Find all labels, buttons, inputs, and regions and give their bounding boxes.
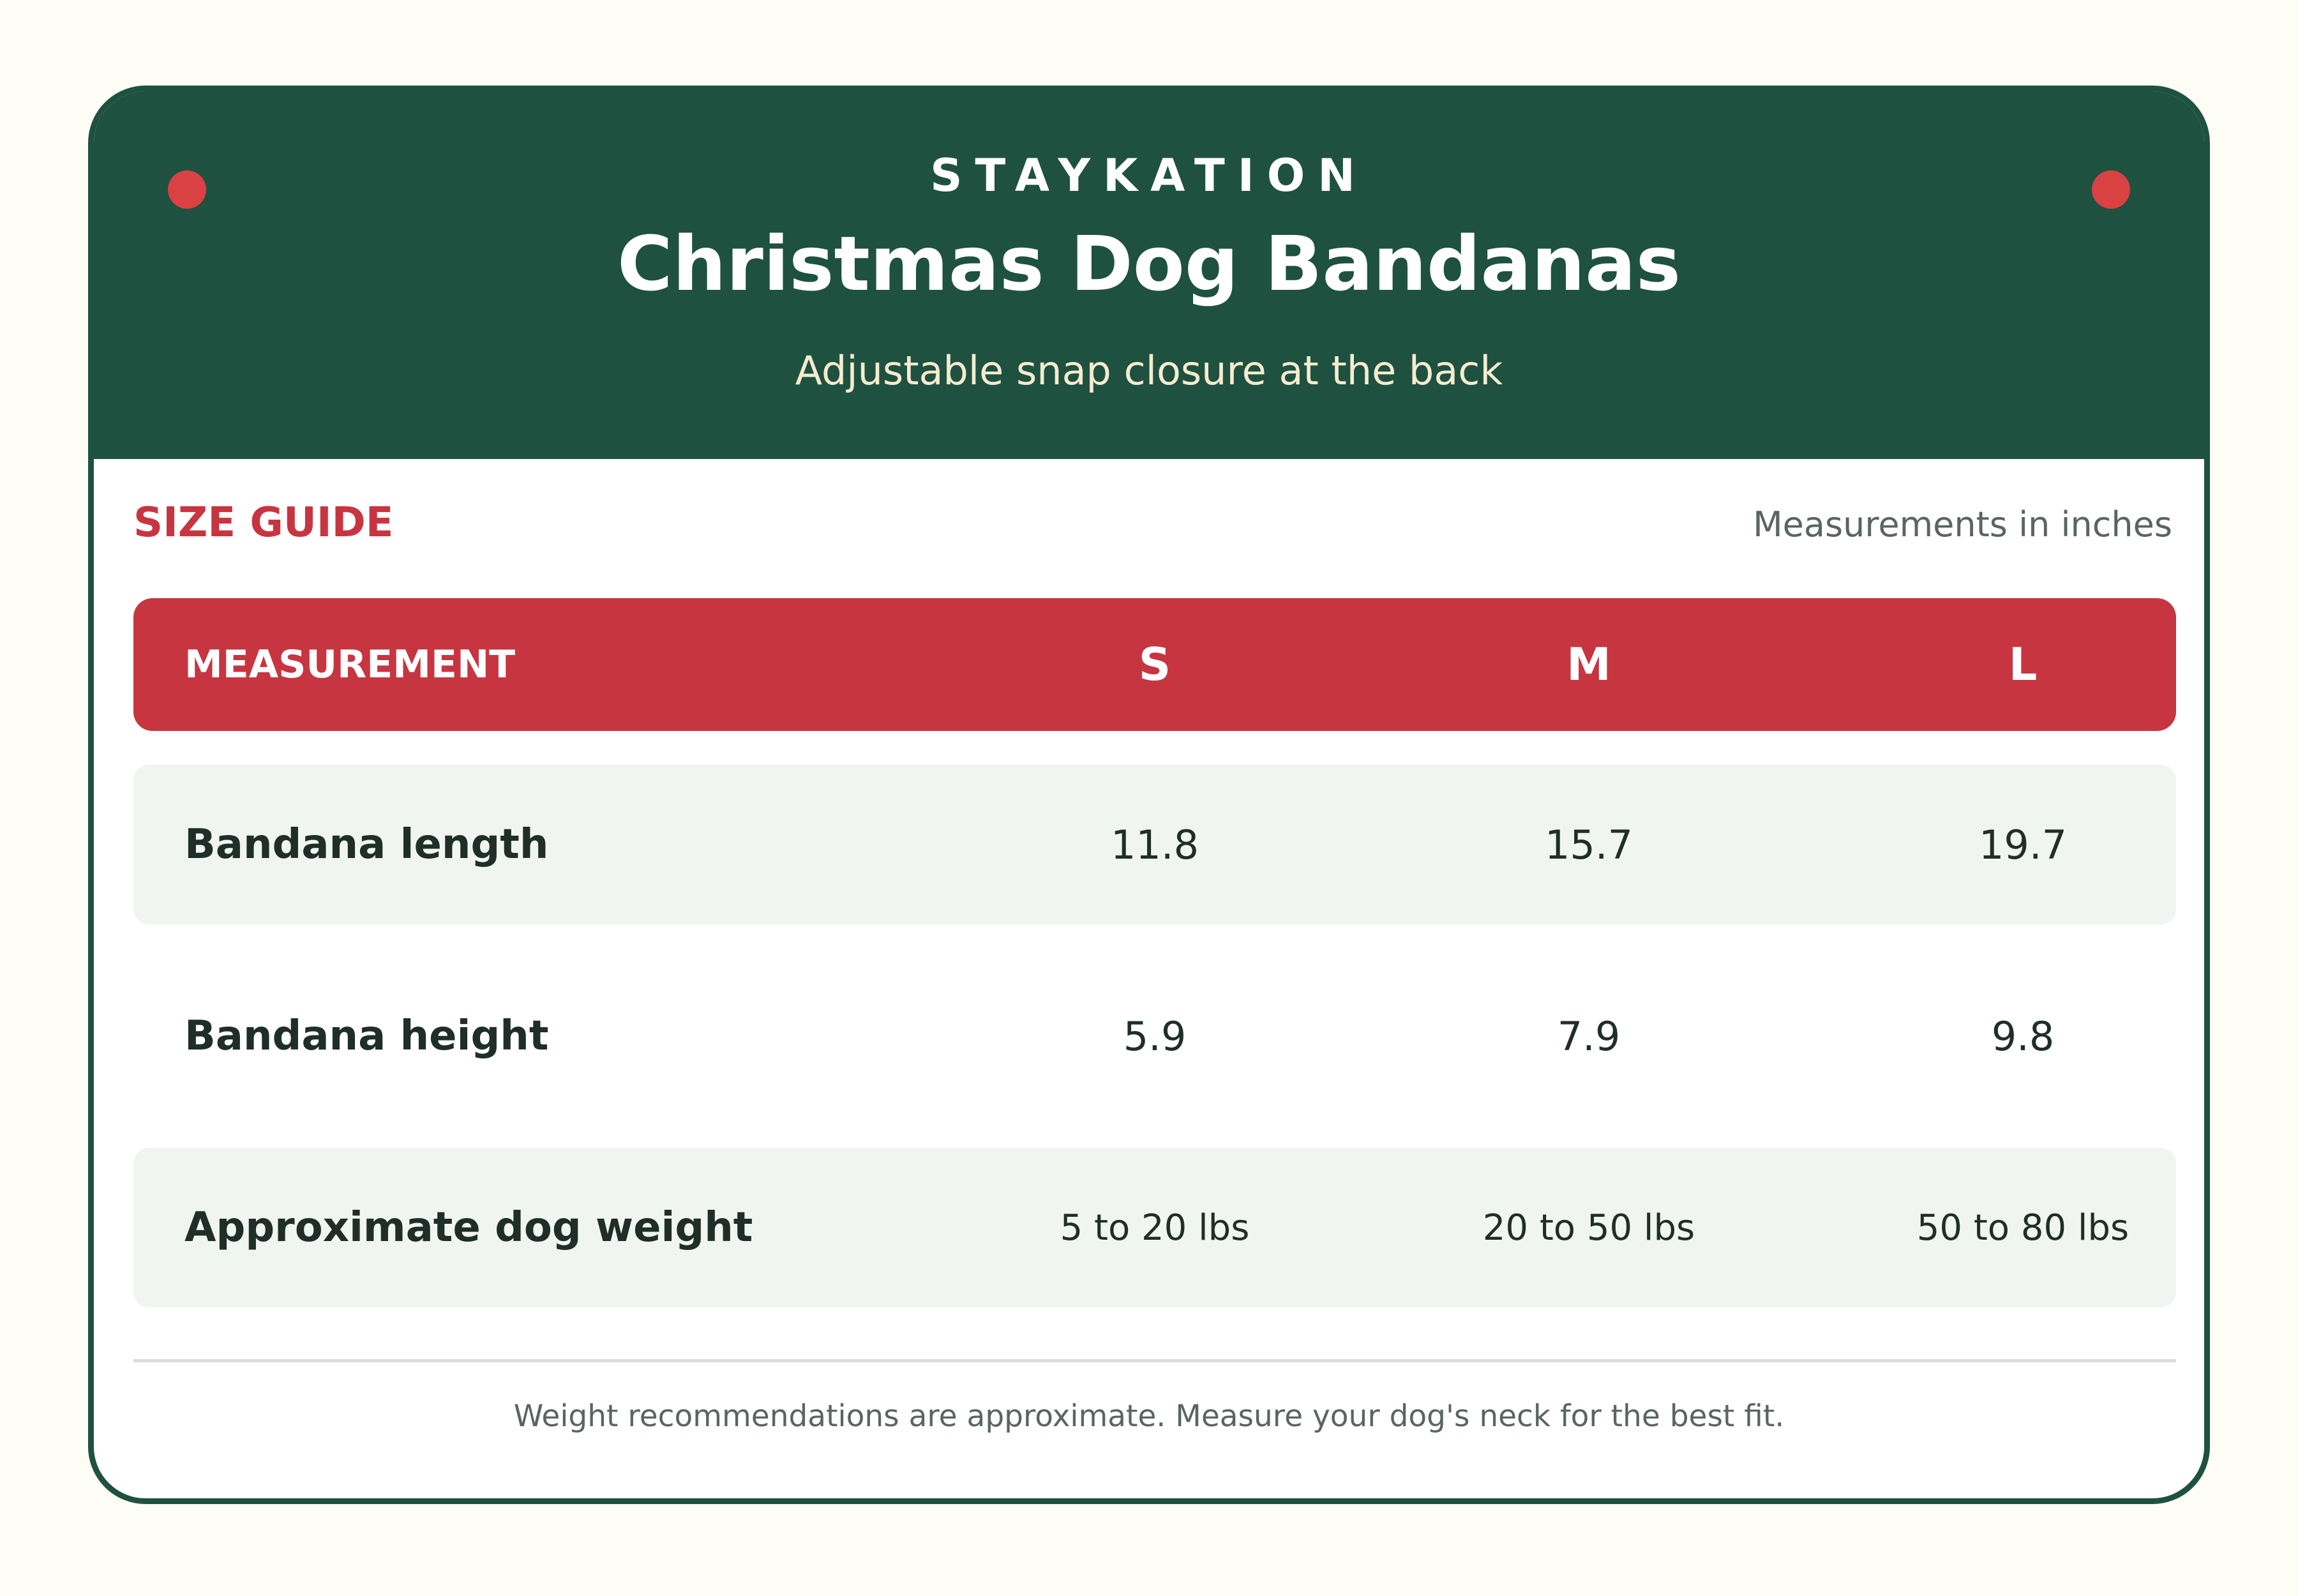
- header-size-m: M: [1566, 638, 1611, 691]
- row-label-bandana-length: Bandana length: [184, 821, 549, 868]
- brand-name: STAYKATION: [930, 149, 1368, 202]
- table-row: Bandana height 5.9 7.9 9.8: [133, 956, 2176, 1116]
- footer-note: Weight recommendations are approximate. …: [513, 1399, 1785, 1434]
- size-guide-card: STAYKATION Christmas Dog Bandanas Adjust…: [88, 86, 2210, 1504]
- page-title: Christmas Dog Bandanas: [617, 220, 1681, 308]
- card-header: STAYKATION Christmas Dog Bandanas Adjust…: [94, 91, 2204, 459]
- table-cell: 20 to 50 lbs: [1482, 1207, 1695, 1249]
- table-cell: 5.9: [1123, 1013, 1187, 1060]
- size-guide-heading: SIZE GUIDE: [133, 499, 394, 546]
- table-cell: 19.7: [1978, 821, 2068, 868]
- page-subtitle: Adjustable snap closure at the back: [795, 347, 1503, 394]
- decorative-dot-right: [2092, 170, 2130, 209]
- table-cell: 15.7: [1544, 821, 1633, 868]
- header-size-l: L: [2008, 638, 2038, 691]
- header-measurement: MEASUREMENT: [184, 642, 516, 687]
- decorative-dot-left: [168, 170, 206, 209]
- table-cell: 9.8: [1991, 1013, 2055, 1060]
- table-row: Approximate dog weight 5 to 20 lbs 20 to…: [133, 1148, 2176, 1307]
- table-cell: 50 to 80 lbs: [1916, 1207, 2129, 1249]
- units-note: Measurements in inches: [1753, 504, 2172, 545]
- table-cell: 5 to 20 lbs: [1060, 1207, 1250, 1249]
- footer-divider: [133, 1359, 2176, 1362]
- table-cell: 7.9: [1557, 1013, 1621, 1060]
- row-label-bandana-height: Bandana height: [184, 1013, 549, 1060]
- table-cell: 11.8: [1110, 821, 1199, 868]
- table-row: Bandana length 11.8 15.7 19.7: [133, 765, 2176, 924]
- table-header-row: MEASUREMENT S M L: [133, 598, 2176, 731]
- header-size-s: S: [1138, 638, 1171, 691]
- row-label-dog-weight: Approximate dog weight: [184, 1204, 753, 1251]
